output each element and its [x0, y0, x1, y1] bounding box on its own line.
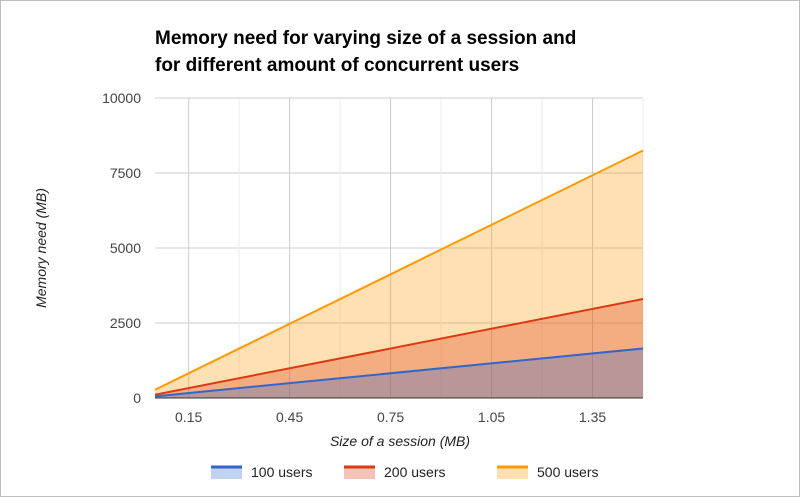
x-tick-label: 1.35 [579, 409, 606, 425]
y-tick-labels: 0 2500 5000 7500 10000 [102, 90, 141, 406]
y-tick-label: 5000 [110, 240, 141, 256]
x-tick-labels: 0.15 0.45 0.75 1.05 1.35 [175, 409, 606, 425]
legend-label: 200 users [384, 464, 445, 480]
grid-lines [155, 97, 644, 398]
x-tick-label: 0.15 [175, 409, 202, 425]
series-lines [154, 149, 644, 398]
area-fills [155, 150, 643, 398]
legend-item-500-users: 500 users [497, 464, 598, 480]
y-axis-label: Memory need (MB) [33, 188, 49, 308]
line-100-users [154, 347, 644, 398]
x-tick-label: 0.45 [276, 409, 303, 425]
y-tick-label: 0 [133, 390, 141, 406]
line-200-users [154, 298, 644, 396]
legend-label: 500 users [537, 464, 598, 480]
legend-swatch [211, 466, 242, 479]
x-axis-label: Size of a session (MB) [330, 433, 470, 449]
legend-item-100-users: 100 users [211, 464, 312, 480]
area-500-users [155, 150, 643, 398]
y-tick-label: 10000 [102, 90, 141, 106]
legend-swatch [344, 466, 375, 479]
x-tick-label: 0.75 [377, 409, 404, 425]
legend: 100 users 200 users 500 users [211, 464, 598, 480]
chart-title-line-2: for different amount of concurrent users [155, 55, 519, 76]
chart-title-line-1: Memory need for varying size of a sessio… [155, 28, 576, 49]
legend-item-200-users: 200 users [344, 464, 445, 480]
legend-swatch [497, 466, 528, 479]
line-500-users [154, 149, 644, 391]
y-tick-label: 2500 [110, 315, 141, 331]
x-tick-label: 1.05 [478, 409, 505, 425]
legend-label: 100 users [251, 464, 312, 480]
y-tick-label: 7500 [110, 165, 141, 181]
